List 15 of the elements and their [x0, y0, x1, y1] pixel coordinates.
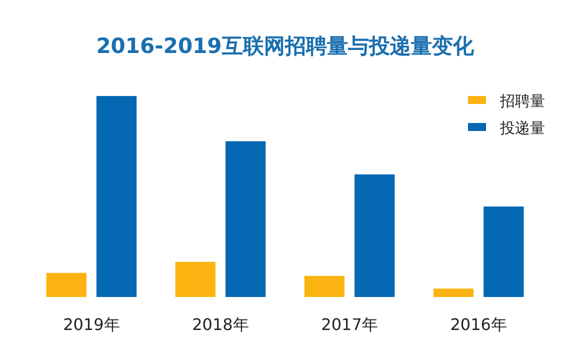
legend-label: 招聘量	[499, 92, 545, 110]
bar	[175, 262, 216, 297]
legend-label: 投递量	[499, 119, 545, 137]
x-tick-label: 2016年	[450, 315, 507, 334]
bar	[354, 174, 395, 297]
x-tick-label: 2018年	[192, 315, 249, 334]
bar	[96, 96, 137, 297]
bar	[46, 272, 86, 297]
bar	[304, 276, 345, 297]
chart-title: 2016-2019互联网招聘量与投递量变化	[96, 34, 475, 58]
x-tick-label: 2017年	[321, 315, 378, 334]
bar	[433, 288, 474, 297]
bar	[484, 206, 524, 297]
bar	[225, 141, 266, 297]
x-tick-label: 2019年	[63, 315, 120, 334]
